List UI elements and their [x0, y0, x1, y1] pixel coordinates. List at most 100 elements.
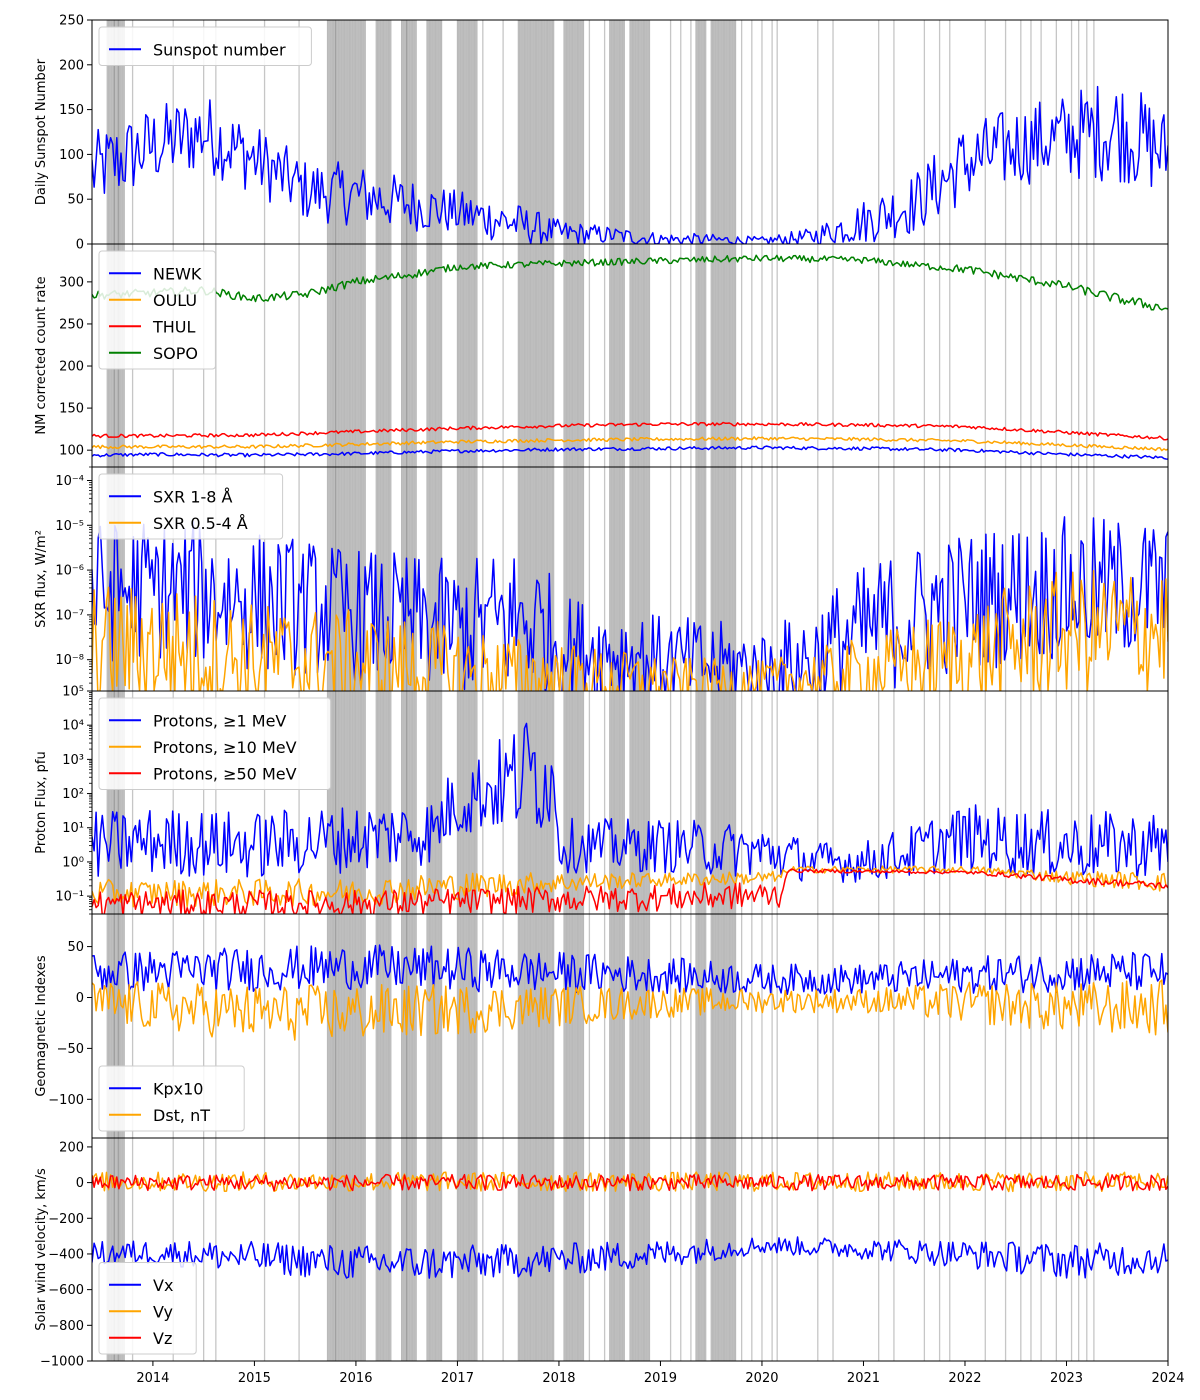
y-axis-label: Daily Sunspot Number — [34, 58, 49, 205]
y-tick-label: 200 — [59, 1140, 84, 1155]
panel-1: 0 50 100 150 200 250 Daily Sunspot Number Sunsp… — [34, 14, 1169, 253]
series-line-oulu — [92, 436, 1168, 452]
legend-box — [98, 1262, 197, 1355]
y-tick-label: 200 — [59, 360, 84, 375]
legend-label: Vy — [153, 1302, 173, 1321]
y-tick-label: −100 — [48, 1093, 84, 1108]
y-tick-label: 10⁻⁷ — [55, 608, 84, 623]
legend-label: Kpx10 — [153, 1079, 203, 1098]
x-tick-label: 2019 — [644, 1371, 677, 1386]
y-axis-label: Solar wind velocity, km/s — [34, 1168, 49, 1331]
y-axis-label: SXR flux, W/m² — [34, 530, 49, 628]
y-tick-label: 10⁵ — [62, 685, 84, 700]
y-tick-label: 10⁻⁶ — [55, 564, 84, 579]
legend-box — [98, 250, 216, 370]
y-tick-label: 0 — [76, 238, 84, 253]
series-line-protons-1-mev — [92, 722, 1168, 883]
legend-label: Vx — [153, 1276, 173, 1295]
y-tick-label: 10⁰ — [62, 855, 84, 870]
series-line-protons-50-mev — [92, 868, 1168, 914]
panel-4: 10⁻¹ 10⁰ 10¹ 10² 10³ 10⁴ 10⁵ Proton Flux, pfu Pr… — [34, 685, 1169, 915]
legend-label: SOPO — [153, 344, 198, 363]
legend-label: NEWK — [153, 264, 202, 283]
legend: NEWK OULU THUL SOPO — [98, 250, 216, 370]
x-axis: 2014 2015 2016 2017 2018 2019 2020 2021 2022 2023… — [136, 1361, 1185, 1386]
y-axis-label: NM corrected count rate — [34, 276, 49, 434]
x-tick-label: 2023 — [1050, 1371, 1083, 1386]
y-tick-label: −50 — [57, 1042, 84, 1057]
legend-label: Dst, nT — [153, 1106, 210, 1125]
series-line-sunspot-number — [92, 85, 1168, 244]
panel-plot-area — [92, 244, 1168, 467]
panel-plot-area — [92, 20, 1168, 244]
y-tick-label: 300 — [59, 275, 84, 290]
series-line-kpx10 — [92, 944, 1168, 996]
y-tick-label: 10¹ — [62, 821, 84, 836]
legend-label: Protons, ≥50 MeV — [153, 764, 297, 783]
y-tick-label: 10⁻⁸ — [55, 653, 84, 668]
x-tick-label: 2017 — [441, 1371, 474, 1386]
y-tick-label: 10⁴ — [62, 719, 84, 734]
x-tick-label: 2016 — [339, 1371, 372, 1386]
panel-6: −1000 −800 −600 −400 −200 0 200 Solar wind velo… — [34, 1137, 1169, 1370]
legend-label: OULU — [153, 291, 197, 310]
legend: SXR 1-8 Å SXR 0.5-4 Å — [98, 473, 284, 540]
y-tick-label: 100 — [59, 444, 84, 459]
y-tick-label: 50 — [67, 193, 84, 208]
series-line-sopo — [92, 254, 1168, 311]
x-tick-label: 2022 — [948, 1371, 981, 1386]
series-line-sxr-0-5-4- — [92, 570, 1168, 691]
panel-2: 100 150 200 250 300 NM corrected count rate NE… — [34, 243, 1169, 468]
legend: Sunspot number — [98, 26, 312, 66]
y-tick-label: 0 — [76, 991, 84, 1006]
legend: Vx Vy Vz — [98, 1262, 197, 1355]
legend-label: SXR 1-8 Å — [153, 487, 233, 506]
panel-frame — [91, 1137, 1169, 1362]
y-tick-label: 100 — [59, 148, 84, 163]
x-tick-label: 2024 — [1151, 1371, 1184, 1386]
series-line-newk — [92, 445, 1168, 460]
series-line-vx — [92, 1236, 1168, 1279]
series-line-dst-nt — [92, 979, 1168, 1041]
legend-box — [98, 473, 284, 540]
y-tick-label: 0 — [76, 1176, 84, 1191]
panel-plot-area — [92, 914, 1168, 1138]
y-tick-label: 200 — [59, 58, 84, 73]
y-tick-label: −1000 — [40, 1355, 84, 1370]
legend-label: THUL — [152, 317, 196, 336]
y-axis-label: Geomagnetic Indexes — [34, 955, 49, 1097]
y-tick-label: −800 — [48, 1319, 84, 1334]
x-tick-label: 2018 — [542, 1371, 575, 1386]
panel-3: 10⁻⁸ 10⁻⁷ 10⁻⁶ 10⁻⁵ 10⁻⁴ SXR flux, W/m² SXR 1-… — [34, 466, 1169, 692]
series-line-vz — [92, 1173, 1168, 1192]
y-axis-label: Proton Flux, pfu — [34, 751, 49, 853]
y-tick-label: 10⁻⁴ — [55, 474, 84, 489]
series-line-protons-10-mev — [92, 865, 1168, 908]
y-tick-label: 250 — [59, 317, 84, 332]
legend-box — [98, 697, 332, 790]
y-tick-label: 150 — [59, 402, 84, 417]
y-tick-label: 50 — [67, 940, 84, 955]
y-tick-label: 10² — [62, 787, 84, 802]
legend: Kpx10 Dst, nT — [98, 1065, 245, 1132]
y-tick-label: 10⁻¹ — [55, 890, 84, 905]
y-tick-label: 150 — [59, 103, 84, 118]
panel-plot-area — [92, 691, 1168, 914]
legend: Protons, ≥1 MeV Protons, ≥10 MeV Protons, … — [98, 697, 332, 790]
y-tick-label: −600 — [48, 1283, 84, 1298]
x-tick-label: 2015 — [238, 1371, 271, 1386]
legend-label: Vz — [153, 1329, 172, 1348]
y-tick-label: −200 — [48, 1212, 84, 1227]
legend-box — [98, 26, 312, 66]
legend-label: Protons, ≥10 MeV — [153, 738, 297, 757]
panel-plot-area — [92, 1138, 1168, 1361]
legend-label: SXR 0.5-4 Å — [153, 514, 248, 533]
y-tick-label: 10³ — [62, 753, 84, 768]
legend-label: Protons, ≥1 MeV — [153, 711, 286, 730]
x-tick-label: 2020 — [745, 1371, 778, 1386]
legend-label: Sunspot number — [153, 40, 286, 59]
panel-5: −100 −50 0 50 Geomagnetic Indexes Kpx10 Dst, n… — [34, 913, 1169, 1139]
y-tick-label: −400 — [48, 1247, 84, 1262]
series-line-thul — [92, 421, 1168, 441]
